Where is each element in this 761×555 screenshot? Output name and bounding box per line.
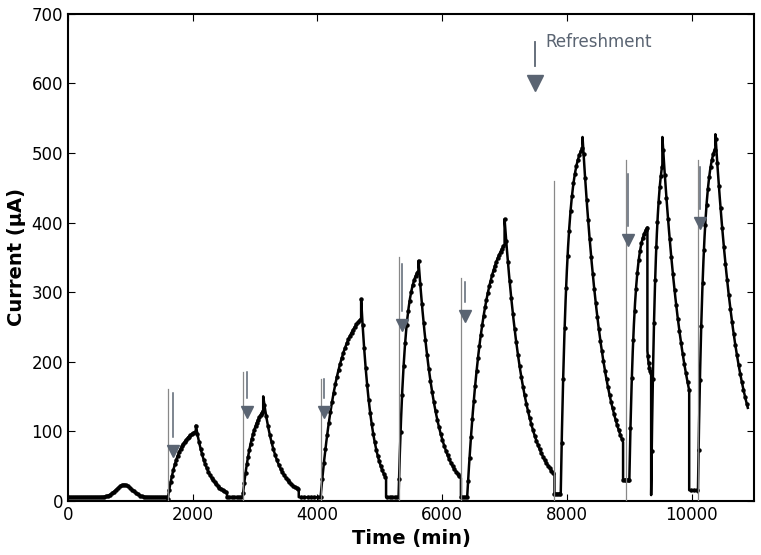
Y-axis label: Current (μA): Current (μA) (7, 188, 26, 326)
X-axis label: Time (min): Time (min) (352, 529, 470, 548)
Text: Refreshment: Refreshment (545, 33, 651, 51)
